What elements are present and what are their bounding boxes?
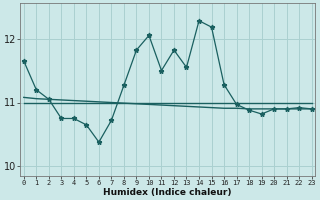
- X-axis label: Humidex (Indice chaleur): Humidex (Indice chaleur): [103, 188, 232, 197]
